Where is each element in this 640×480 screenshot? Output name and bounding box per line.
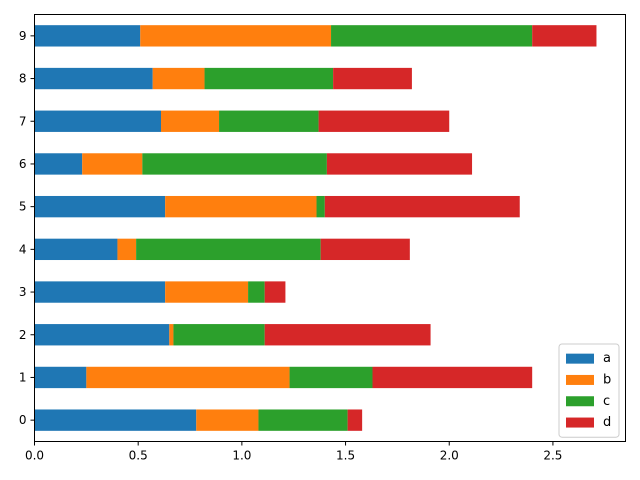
bar-d-6 xyxy=(326,153,473,175)
bar-c-6 xyxy=(142,153,327,175)
bar-c-3 xyxy=(248,281,265,303)
x-tick-label-2.5: 2.5 xyxy=(543,449,562,463)
y-tick-label-6: 6 xyxy=(19,157,27,171)
bar-d-4 xyxy=(320,238,410,261)
bar-b-0 xyxy=(196,409,259,431)
y-tick-label-8: 8 xyxy=(19,72,27,86)
legend-label-a: a xyxy=(603,351,611,366)
bar-d-3 xyxy=(264,281,286,303)
bar-b-1 xyxy=(86,366,290,389)
legend-label-c: c xyxy=(603,394,610,409)
bar-b-3 xyxy=(165,281,249,303)
bar-c-5 xyxy=(316,195,325,218)
bar-a-7 xyxy=(34,110,161,132)
y-tick-label-4: 4 xyxy=(19,242,27,256)
x-tick-label-1.5: 1.5 xyxy=(336,449,355,463)
bar-c-0 xyxy=(258,409,348,431)
x-tick-label-2.0: 2.0 xyxy=(440,449,459,463)
y-tick-label-0: 0 xyxy=(19,413,27,427)
bar-b-5 xyxy=(165,195,317,218)
x-tick-label-0.0: 0.0 xyxy=(25,449,44,463)
y-tick-label-9: 9 xyxy=(19,29,27,43)
bar-d-1 xyxy=(372,366,533,389)
bar-a-3 xyxy=(34,281,166,303)
bar-c-8 xyxy=(204,67,334,90)
bar-b-4 xyxy=(117,238,137,261)
bar-a-0 xyxy=(34,409,197,431)
bar-a-1 xyxy=(34,366,87,389)
bar-b-6 xyxy=(82,153,143,175)
legend-swatch-b xyxy=(566,374,594,385)
y-tick-label-2: 2 xyxy=(19,328,27,342)
bar-c-2 xyxy=(173,324,265,346)
bar-d-9 xyxy=(532,25,597,47)
legend-swatch-a xyxy=(566,353,594,364)
bar-c-4 xyxy=(136,238,321,261)
y-tick-label-7: 7 xyxy=(19,114,27,128)
legend-label-b: b xyxy=(603,372,611,387)
bar-a-9 xyxy=(34,25,141,47)
legend-label-d: d xyxy=(603,415,611,430)
bar-b-2 xyxy=(169,324,174,346)
bar-d-2 xyxy=(264,324,431,346)
bar-a-6 xyxy=(34,153,83,175)
bar-c-7 xyxy=(219,110,319,132)
y-axis: 0 1 2 3 4 5 6 7 8 9 xyxy=(19,29,35,427)
bar-c-1 xyxy=(289,366,373,389)
bar-d-0 xyxy=(347,409,363,431)
bar-a-2 xyxy=(34,324,170,346)
bar-d-8 xyxy=(333,67,412,90)
bar-b-7 xyxy=(160,110,220,132)
bar-b-9 xyxy=(140,25,332,47)
bar-a-5 xyxy=(34,195,166,218)
bar-b-8 xyxy=(152,67,205,90)
bar-a-8 xyxy=(34,67,153,90)
bar-d-5 xyxy=(324,195,520,218)
bar-a-4 xyxy=(34,238,118,261)
bar-d-7 xyxy=(318,110,450,132)
legend-swatch-d xyxy=(566,417,594,428)
bar-c-9 xyxy=(331,25,533,47)
x-tick-label-0.5: 0.5 xyxy=(129,449,148,463)
y-tick-label-1: 1 xyxy=(19,370,27,384)
y-tick-label-3: 3 xyxy=(19,285,27,299)
x-axis: 0.0 0.5 1.0 1.5 2.0 2.5 xyxy=(25,441,562,463)
y-tick-label-5: 5 xyxy=(19,200,27,214)
axes-frame xyxy=(34,14,626,442)
legend-swatch-c xyxy=(566,396,594,407)
x-tick-label-1.0: 1.0 xyxy=(232,449,251,463)
bars-group xyxy=(34,25,597,431)
legend-box xyxy=(558,343,620,438)
